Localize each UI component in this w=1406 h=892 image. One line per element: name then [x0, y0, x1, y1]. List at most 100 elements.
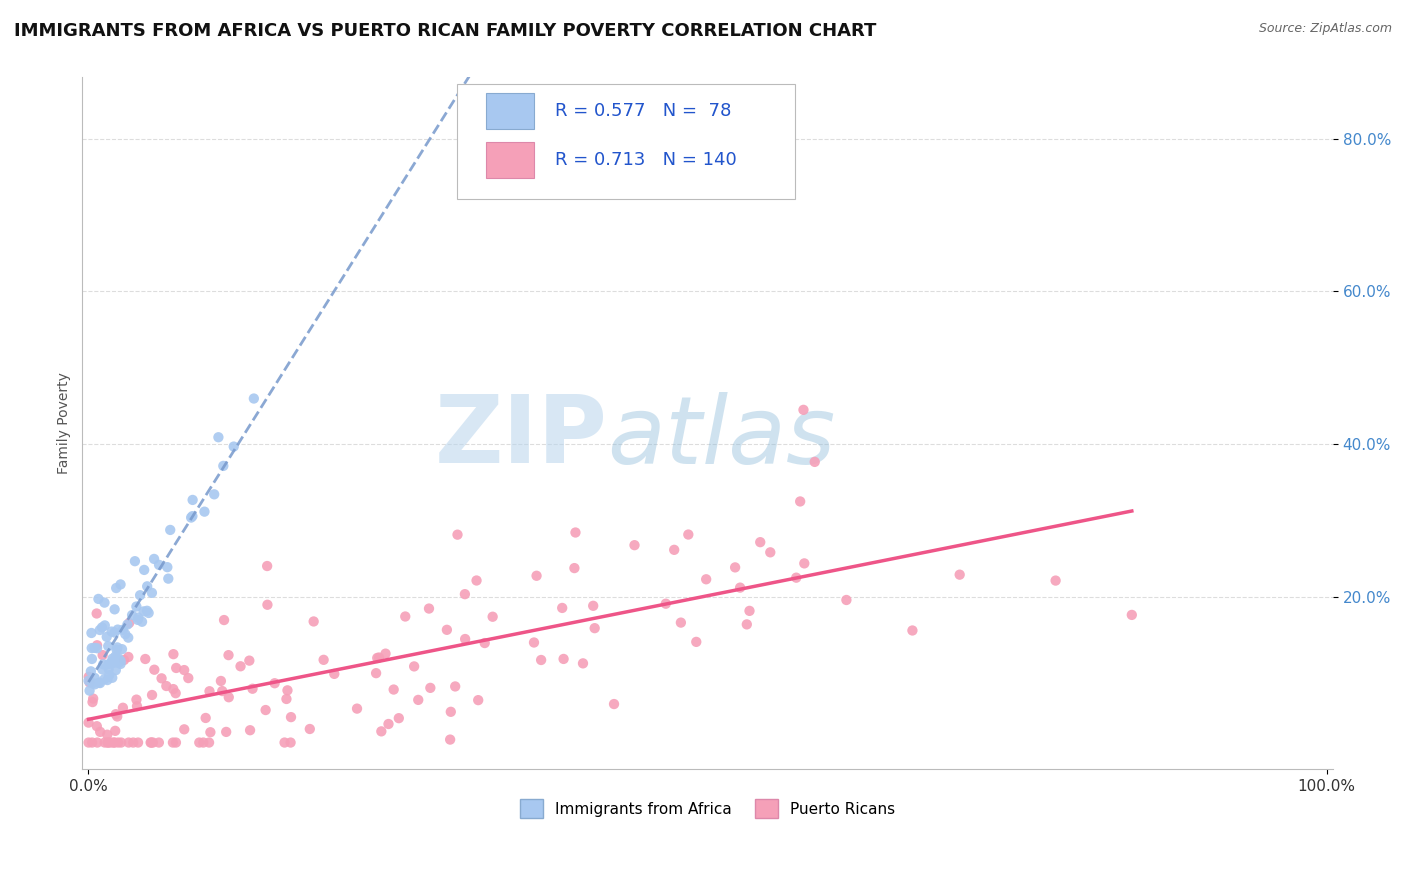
Point: [93, 735, 115, 749]
Point: [83, 677, 105, 691]
Point: [368, 650, 391, 665]
Point: [454, 587, 477, 601]
Point: [564, 561, 586, 575]
Point: [728, 581, 751, 595]
Point: [134, 652, 156, 666]
Point: [110, 654, 132, 668]
Point: [162, 682, 184, 697]
Point: [97, 657, 120, 672]
Point: [215, 725, 238, 739]
Point: [103, 735, 125, 749]
Point: [209, 673, 232, 688]
Point: [323, 666, 346, 681]
Point: [141, 586, 163, 600]
Point: [97, 639, 120, 653]
Point: [122, 735, 145, 749]
Point: [364, 666, 387, 681]
Point: [222, 440, 245, 454]
Point: [523, 635, 546, 649]
Point: [105, 709, 128, 723]
Point: [77, 670, 100, 684]
Point: [107, 656, 129, 670]
Point: [100, 655, 122, 669]
Point: [177, 671, 200, 685]
Point: [107, 623, 129, 637]
Point: [467, 693, 489, 707]
Point: [83, 671, 105, 685]
Point: [256, 559, 278, 574]
Point: [655, 597, 678, 611]
Point: [211, 684, 233, 698]
Point: [181, 509, 204, 524]
Text: Source: ZipAtlas.com: Source: ZipAtlas.com: [1258, 22, 1392, 36]
Point: [111, 700, 134, 714]
Point: [136, 604, 159, 618]
Point: [735, 617, 758, 632]
Point: [111, 642, 134, 657]
Point: [107, 651, 129, 665]
Point: [91, 620, 114, 634]
Point: [583, 621, 606, 635]
Point: [454, 632, 477, 646]
Point: [105, 581, 128, 595]
Point: [104, 707, 127, 722]
Point: [86, 735, 108, 749]
Point: [132, 604, 155, 618]
Point: [239, 723, 262, 738]
Point: [180, 510, 202, 524]
Point: [695, 572, 717, 586]
Point: [157, 572, 180, 586]
Point: [98, 668, 121, 682]
Point: [104, 654, 127, 668]
Point: [82, 676, 104, 690]
Point: [100, 735, 122, 749]
Text: atlas: atlas: [607, 392, 835, 483]
Text: R = 0.713   N = 140: R = 0.713 N = 140: [555, 151, 737, 169]
Point: [101, 651, 124, 665]
FancyBboxPatch shape: [486, 142, 534, 178]
Point: [256, 598, 278, 612]
Point: [105, 640, 128, 655]
Point: [194, 711, 217, 725]
Point: [789, 494, 811, 508]
Point: [530, 653, 553, 667]
Point: [229, 659, 252, 673]
Point: [97, 662, 120, 676]
Point: [162, 647, 184, 661]
Point: [664, 542, 686, 557]
Point: [446, 527, 468, 541]
Point: [91, 657, 114, 672]
Point: [111, 623, 134, 637]
FancyBboxPatch shape: [457, 85, 794, 199]
Point: [738, 604, 761, 618]
Point: [104, 602, 127, 616]
FancyBboxPatch shape: [486, 94, 534, 129]
Point: [551, 601, 574, 615]
Point: [86, 607, 108, 621]
Point: [91, 663, 114, 677]
Point: [302, 615, 325, 629]
Point: [388, 711, 411, 725]
Point: [156, 560, 179, 574]
Point: [125, 692, 148, 706]
Point: [276, 683, 298, 698]
Point: [835, 593, 858, 607]
Point: [77, 715, 100, 730]
Point: [117, 631, 139, 645]
Point: [394, 609, 416, 624]
Point: [117, 735, 139, 749]
Point: [148, 558, 170, 572]
Point: [89, 725, 111, 739]
Point: [110, 577, 132, 591]
Point: [94, 618, 117, 632]
Point: [439, 732, 461, 747]
Point: [669, 615, 692, 630]
Point: [79, 675, 101, 690]
Point: [82, 695, 104, 709]
Point: [792, 402, 814, 417]
Text: IMMIGRANTS FROM AFRICA VS PUERTO RICAN FAMILY POVERTY CORRELATION CHART: IMMIGRANTS FROM AFRICA VS PUERTO RICAN F…: [14, 22, 876, 40]
Point: [759, 545, 782, 559]
Point: [377, 717, 399, 731]
Point: [280, 710, 302, 724]
Point: [346, 701, 368, 715]
